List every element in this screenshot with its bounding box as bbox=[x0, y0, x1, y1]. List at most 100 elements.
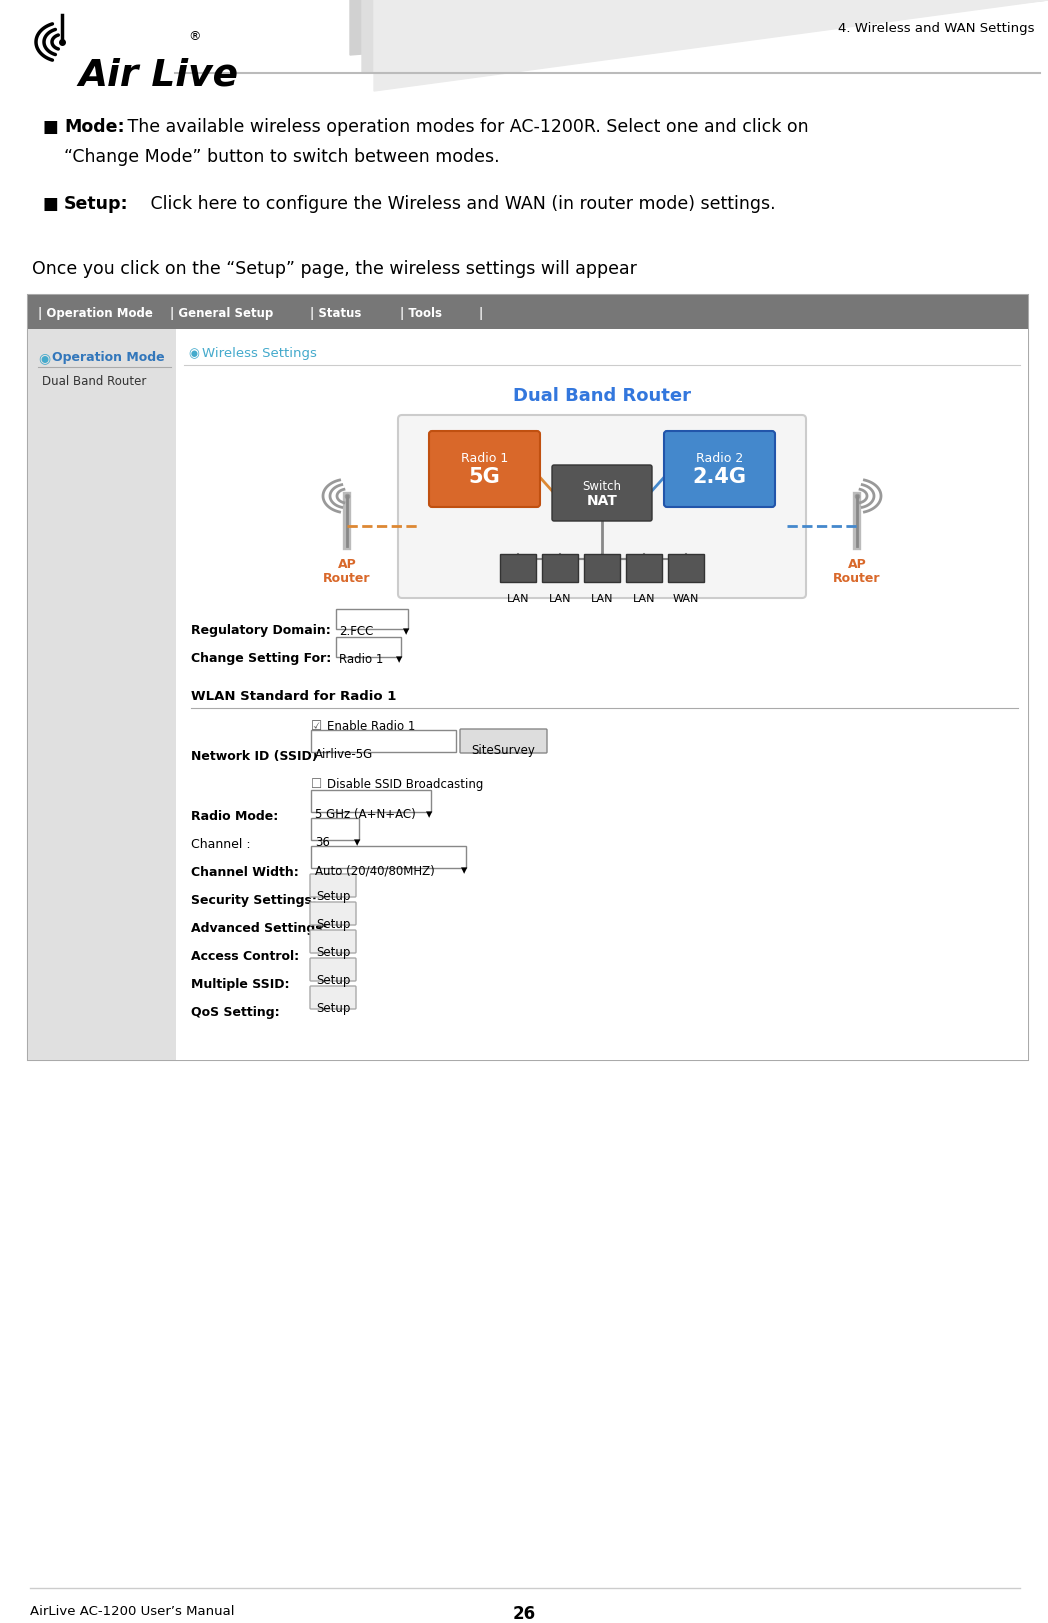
Text: AirLive AC-1200 User’s Manual: AirLive AC-1200 User’s Manual bbox=[30, 1605, 235, 1618]
Bar bbox=[311, 790, 431, 812]
Text: Router: Router bbox=[833, 571, 880, 584]
FancyBboxPatch shape bbox=[460, 729, 547, 753]
Text: Network ID (SSID): Network ID (SSID) bbox=[191, 750, 318, 763]
Bar bbox=[542, 553, 578, 583]
Bar bbox=[311, 846, 466, 868]
Text: Air Live: Air Live bbox=[78, 58, 238, 94]
Text: | General Setup: | General Setup bbox=[170, 307, 274, 320]
FancyBboxPatch shape bbox=[552, 466, 652, 521]
Text: Setup: Setup bbox=[315, 919, 350, 932]
Text: NAT: NAT bbox=[587, 493, 617, 508]
Bar bbox=[176, 329, 1028, 1060]
Text: Channel Width:: Channel Width: bbox=[191, 867, 299, 880]
Text: ▾: ▾ bbox=[354, 836, 361, 849]
Text: Setup: Setup bbox=[315, 974, 350, 987]
Text: Setup: Setup bbox=[315, 889, 350, 902]
Text: | Operation Mode: | Operation Mode bbox=[38, 307, 153, 320]
Text: Dual Band Router: Dual Band Router bbox=[42, 375, 147, 388]
Text: Access Control:: Access Control: bbox=[191, 949, 299, 962]
Text: Setup: Setup bbox=[315, 946, 350, 959]
Text: Click here to configure the Wireless and WAN (in router mode) settings.: Click here to configure the Wireless and… bbox=[134, 195, 776, 213]
Text: |: | bbox=[478, 307, 482, 320]
Bar bbox=[311, 730, 456, 751]
FancyBboxPatch shape bbox=[310, 930, 356, 953]
Text: | Tools: | Tools bbox=[400, 307, 442, 320]
Bar bbox=[28, 295, 1028, 329]
Text: 4. Wireless and WAN Settings: 4. Wireless and WAN Settings bbox=[838, 23, 1035, 36]
FancyBboxPatch shape bbox=[664, 432, 776, 506]
Text: WLAN Standard for Radio 1: WLAN Standard for Radio 1 bbox=[191, 690, 396, 703]
Text: ☐: ☐ bbox=[311, 777, 322, 790]
Text: ▾: ▾ bbox=[425, 808, 432, 821]
Text: | Status: | Status bbox=[310, 307, 362, 320]
Text: Wireless Settings: Wireless Settings bbox=[202, 347, 316, 360]
Text: ■: ■ bbox=[42, 118, 58, 136]
Text: Radio 1: Radio 1 bbox=[339, 652, 384, 665]
Text: 26: 26 bbox=[512, 1605, 536, 1623]
Text: AP: AP bbox=[337, 558, 356, 571]
FancyBboxPatch shape bbox=[310, 902, 356, 925]
Text: Advanced Settings:: Advanced Settings: bbox=[191, 922, 328, 935]
Text: Mode:: Mode: bbox=[64, 118, 125, 136]
FancyBboxPatch shape bbox=[310, 987, 356, 1010]
Text: ☑: ☑ bbox=[311, 721, 322, 734]
Text: Radio 2: Radio 2 bbox=[696, 453, 743, 466]
Text: ◉: ◉ bbox=[38, 351, 50, 365]
Text: “Change Mode” button to switch between modes.: “Change Mode” button to switch between m… bbox=[64, 148, 500, 166]
Text: Switch: Switch bbox=[583, 479, 621, 492]
FancyBboxPatch shape bbox=[310, 875, 356, 898]
Text: Setup: Setup bbox=[315, 1001, 350, 1014]
Text: 5 GHz (A+N+AC): 5 GHz (A+N+AC) bbox=[315, 808, 416, 821]
Text: LAN: LAN bbox=[633, 594, 655, 604]
Text: Operation Mode: Operation Mode bbox=[52, 351, 165, 364]
FancyBboxPatch shape bbox=[398, 415, 806, 597]
Text: LAN: LAN bbox=[591, 594, 613, 604]
Text: Radio 1: Radio 1 bbox=[461, 453, 508, 466]
Text: Setup:: Setup: bbox=[64, 195, 129, 213]
Bar bbox=[626, 553, 662, 583]
Text: ®: ® bbox=[188, 29, 200, 42]
Bar bbox=[668, 553, 704, 583]
Text: Regulatory Domain:: Regulatory Domain: bbox=[191, 623, 331, 636]
FancyBboxPatch shape bbox=[429, 432, 540, 506]
Bar bbox=[311, 818, 359, 841]
Bar bbox=[336, 636, 401, 657]
FancyBboxPatch shape bbox=[310, 958, 356, 980]
Text: Auto (20/40/80MHZ): Auto (20/40/80MHZ) bbox=[315, 863, 435, 876]
Bar bbox=[28, 329, 176, 1060]
Text: ▾: ▾ bbox=[396, 652, 402, 665]
Text: 2.4G: 2.4G bbox=[693, 467, 746, 487]
Text: Airlive-5G: Airlive-5G bbox=[315, 748, 373, 761]
Text: Multiple SSID:: Multiple SSID: bbox=[191, 979, 289, 992]
Text: SiteSurvey: SiteSurvey bbox=[471, 743, 534, 756]
Text: ▾: ▾ bbox=[461, 863, 467, 876]
Text: Change Setting For:: Change Setting For: bbox=[191, 652, 331, 665]
Text: LAN: LAN bbox=[507, 594, 529, 604]
Text: LAN: LAN bbox=[549, 594, 571, 604]
Text: ■: ■ bbox=[42, 195, 58, 213]
Text: 36: 36 bbox=[315, 836, 330, 849]
Text: Channel :: Channel : bbox=[191, 837, 250, 850]
Text: Radio Mode:: Radio Mode: bbox=[191, 810, 279, 823]
Bar bbox=[336, 609, 408, 630]
Polygon shape bbox=[350, 0, 1048, 55]
Text: Dual Band Router: Dual Band Router bbox=[514, 386, 691, 406]
Text: AP: AP bbox=[848, 558, 867, 571]
Bar bbox=[500, 553, 536, 583]
Bar bbox=[584, 553, 620, 583]
Bar bbox=[28, 295, 1028, 1060]
Text: Disable SSID Broadcasting: Disable SSID Broadcasting bbox=[327, 777, 483, 790]
Text: QoS Setting:: QoS Setting: bbox=[191, 1006, 280, 1019]
Text: 2.FCC: 2.FCC bbox=[339, 625, 373, 638]
Text: ▾: ▾ bbox=[403, 625, 410, 638]
Text: Router: Router bbox=[323, 571, 371, 584]
Text: Once you click on the “Setup” page, the wireless settings will appear: Once you click on the “Setup” page, the … bbox=[32, 260, 637, 278]
Text: ◉: ◉ bbox=[188, 347, 199, 360]
Polygon shape bbox=[362, 0, 1048, 73]
Polygon shape bbox=[374, 0, 1048, 91]
Text: Enable Radio 1: Enable Radio 1 bbox=[327, 721, 415, 734]
Text: 5G: 5G bbox=[468, 467, 500, 487]
Text: Security Settings:: Security Settings: bbox=[191, 894, 316, 907]
Text: WAN: WAN bbox=[673, 594, 699, 604]
Text: The available wireless operation modes for AC-1200R. Select one and click on: The available wireless operation modes f… bbox=[122, 118, 809, 136]
